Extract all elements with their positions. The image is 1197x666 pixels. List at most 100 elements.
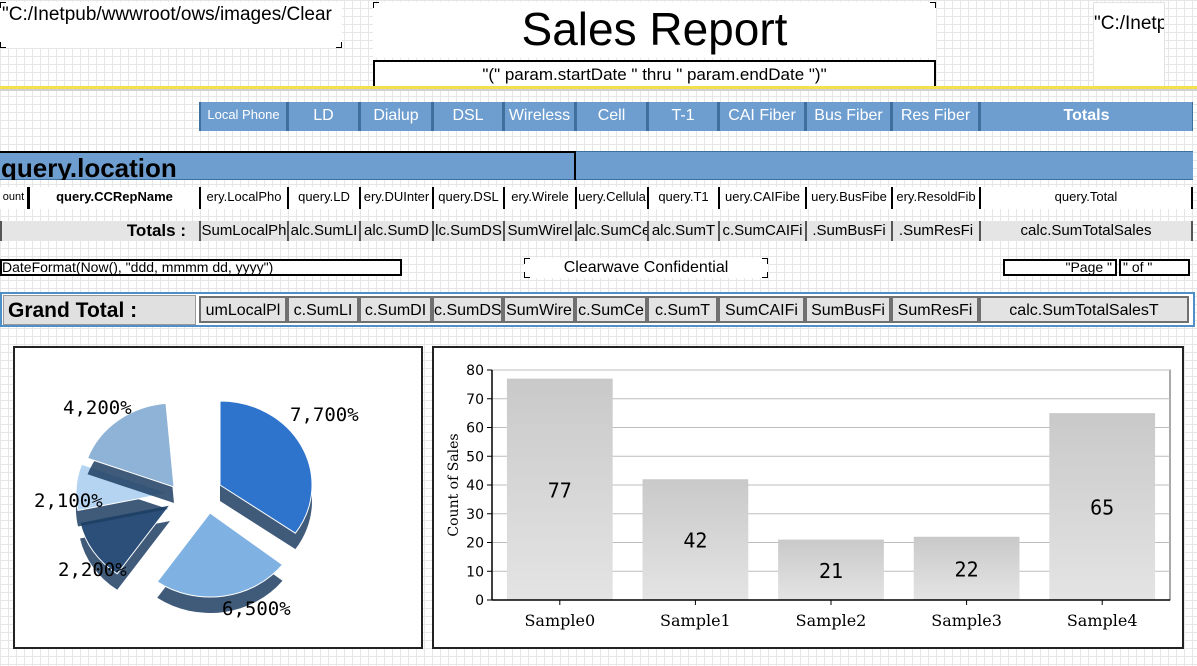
column-header-t1[interactable]: T-1 xyxy=(647,102,718,131)
column-header-totals[interactable]: Totals xyxy=(979,102,1193,131)
bar-value-label: 77 xyxy=(548,478,572,502)
detail-bus-fiber-field[interactable]: uery.BusFibe xyxy=(805,187,891,209)
column-header-wireless[interactable]: Wireless xyxy=(503,102,575,131)
totals-dialup-field[interactable]: alc.SumD xyxy=(359,221,432,241)
grand-total-cai-fiber-field[interactable]: SumCAIFi xyxy=(718,296,805,323)
grand-total-cell-field[interactable]: c.SumCe xyxy=(575,296,647,323)
page-title[interactable]: Sales Report xyxy=(373,2,936,58)
selection-corner xyxy=(930,2,936,8)
selection-corner xyxy=(762,272,768,278)
grand-total-label[interactable]: Grand Total : xyxy=(3,295,196,325)
totals-cell-field[interactable]: alc.SumCe xyxy=(575,221,647,241)
column-header-bus-fiber[interactable]: Bus Fiber xyxy=(805,102,891,131)
column-header-ld[interactable]: LD xyxy=(287,102,359,131)
pie-chart xyxy=(75,400,313,613)
grand-total-local-phone-field[interactable]: umLocalPl xyxy=(199,296,287,323)
totals-t1-field[interactable]: alc.SumT xyxy=(647,221,718,241)
selection-corner xyxy=(762,258,768,264)
pie-label-2: 6,500% xyxy=(222,598,291,620)
grand-total-res-fiber-field[interactable]: SumResFi xyxy=(891,296,979,323)
detail-local-phone-field[interactable]: ery.LocalPho xyxy=(199,187,287,209)
detail-count-field[interactable]: ount xyxy=(0,187,27,209)
y-tick-label: 20 xyxy=(466,536,484,552)
y-tick-label: 80 xyxy=(466,363,484,379)
grand-total-ld-field[interactable]: c.SumLI xyxy=(287,296,359,323)
detail-res-fiber-field[interactable]: ery.ResoldFib xyxy=(891,187,979,209)
image-path-left[interactable]: "C:/Inetpub/wwwroot/ows/images/Clear xyxy=(0,2,342,48)
selection-corner xyxy=(0,2,6,8)
bar-sample0 xyxy=(506,378,613,600)
grand-total-t1-field[interactable]: c.SumT xyxy=(647,296,718,323)
y-tick-label: 30 xyxy=(466,507,484,523)
footer-date-field[interactable]: DateFormat(Now(), "ddd, mmmm dd, yyyy") xyxy=(0,259,402,276)
bar-chart: 0 10 20 30 40 50 60 70 80 77 Sample0 42 Sample1 21 Sam… xyxy=(446,363,1171,630)
detail-rep-name-field[interactable]: query.CCRepName xyxy=(27,187,199,209)
bar-sample2 xyxy=(778,539,884,600)
y-tick-label: 60 xyxy=(466,421,484,437)
detail-cell-field[interactable]: uery.Cellula xyxy=(575,187,647,209)
footer-confidential-label[interactable]: Clearwave Confidential xyxy=(524,258,768,278)
grand-total-total-sales-field[interactable]: calc.SumTotalSalesT xyxy=(979,296,1189,323)
detail-ld-field[interactable]: query.LD xyxy=(287,187,359,209)
y-tick-label: 50 xyxy=(466,449,484,465)
column-header-cai-fiber[interactable]: CAI Fiber xyxy=(718,102,805,131)
x-tick-label: Sample4 xyxy=(1067,611,1138,630)
totals-label[interactable]: Totals : xyxy=(0,221,200,241)
y-tick-label: 10 xyxy=(466,564,484,580)
selection-corner xyxy=(524,258,530,264)
bar-sample3 xyxy=(913,536,1020,600)
x-tick-label: Sample1 xyxy=(660,611,731,630)
column-header-res-fiber[interactable]: Res Fiber xyxy=(891,102,979,131)
totals-cai-fiber-field[interactable]: c.SumCAIFi xyxy=(718,221,805,241)
grand-total-wireless-field[interactable]: SumWire xyxy=(503,296,575,323)
detail-t1-field[interactable]: query.T1 xyxy=(647,187,718,209)
column-header-local-phone[interactable]: Local Phone xyxy=(199,102,287,131)
grand-total-dialup-field[interactable]: c.SumDI xyxy=(359,296,432,323)
bar-value-label: 21 xyxy=(819,559,843,583)
pie-label-5: 4,200% xyxy=(63,397,132,419)
grand-total-bus-fiber-field[interactable]: SumBusFi xyxy=(805,296,891,323)
image-path-right[interactable]: "C:/Inetp xyxy=(1093,2,1165,88)
detail-dsl-field[interactable]: query.DSL xyxy=(432,187,503,209)
totals-total-sales-field[interactable]: calc.SumTotalSales xyxy=(979,221,1193,241)
y-tick-label: 40 xyxy=(466,478,484,494)
grand-total-dsl-field[interactable]: c.SumDS xyxy=(432,296,503,323)
bar-sample1 xyxy=(642,479,749,600)
column-header-dsl[interactable]: DSL xyxy=(432,102,503,131)
totals-local-phone-field[interactable]: SumLocalPh xyxy=(199,221,287,241)
totals-res-fiber-field[interactable]: .SumResFi xyxy=(891,221,979,241)
selection-corner xyxy=(0,42,6,48)
x-tick-label: Sample0 xyxy=(524,611,595,630)
y-tick-label: 70 xyxy=(466,392,484,408)
selection-corner xyxy=(373,2,379,8)
x-tick-label: Sample3 xyxy=(931,611,1002,630)
footer-page-field[interactable]: "Page " xyxy=(1003,259,1117,276)
selection-corner xyxy=(336,42,342,48)
footer-of-field[interactable]: " of " xyxy=(1119,259,1190,276)
bar-value-label: 42 xyxy=(683,529,707,553)
x-tick-label: Sample2 xyxy=(796,611,867,630)
bar-chart-frame[interactable]: 0 10 20 30 40 50 60 70 80 77 Sample0 42 Sample1 21 Sam… xyxy=(432,346,1184,649)
bar-sample4 xyxy=(1049,413,1156,600)
location-field[interactable]: query.location xyxy=(0,151,576,180)
totals-dsl-field[interactable]: lc.SumDS xyxy=(432,221,503,241)
date-range-field[interactable]: "(" param.startDate " thru " param.endDa… xyxy=(373,60,936,89)
column-header-cell[interactable]: Cell xyxy=(575,102,647,131)
y-tick-label: 0 xyxy=(475,593,484,609)
column-header-dialup[interactable]: Dialup xyxy=(359,102,432,131)
detail-cai-fiber-field[interactable]: uery.CAIFibe xyxy=(718,187,805,209)
detail-total-field[interactable]: query.Total xyxy=(979,187,1193,209)
detail-dialup-field[interactable]: ery.DUInter xyxy=(359,187,432,209)
detail-wireless-field[interactable]: ery.Wirele xyxy=(503,187,575,209)
pie-chart-frame[interactable]: 7,700% 6,500% 2,200% 2,100% 4,200% xyxy=(13,346,423,649)
pie-label-3: 2,200% xyxy=(58,559,127,581)
pie-slice-5 xyxy=(86,402,175,488)
totals-bus-fiber-field[interactable]: .SumBusFi xyxy=(805,221,891,241)
header-divider-shadow xyxy=(0,89,1197,91)
location-group-band xyxy=(0,151,1193,180)
totals-wireless-field[interactable]: SumWirel xyxy=(503,221,575,241)
header-divider xyxy=(0,86,1197,89)
totals-ld-field[interactable]: alc.SumLI xyxy=(287,221,359,241)
pie-label-1: 7,700% xyxy=(290,404,359,426)
selection-corner xyxy=(524,272,530,278)
